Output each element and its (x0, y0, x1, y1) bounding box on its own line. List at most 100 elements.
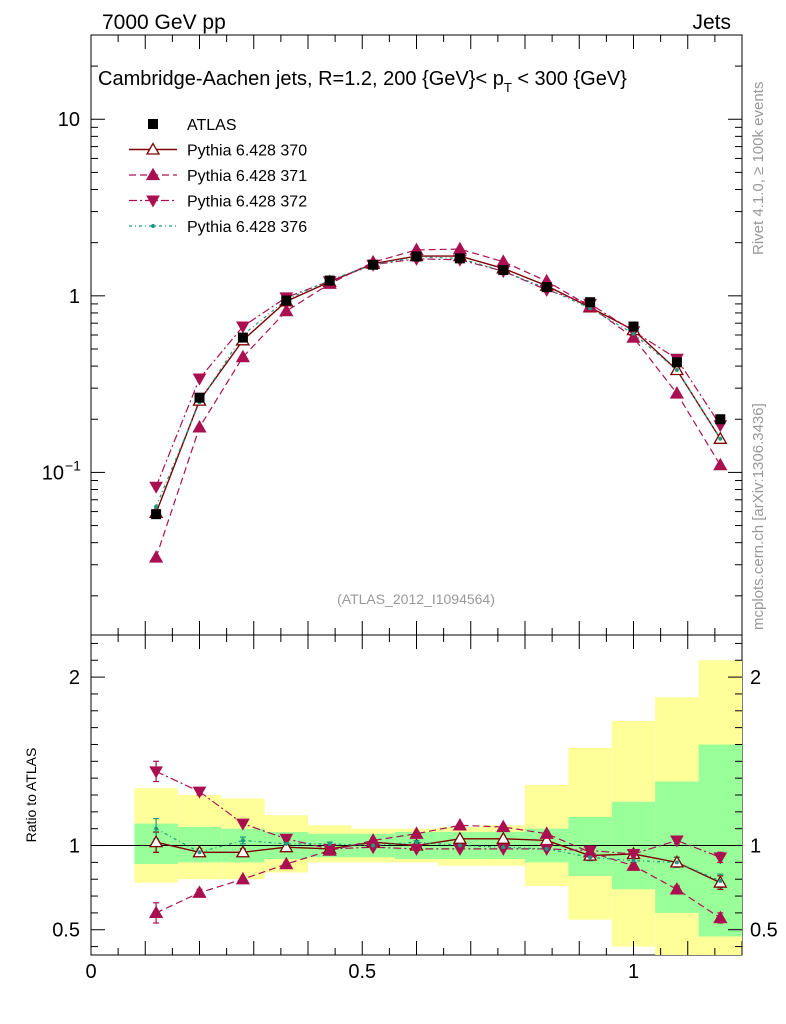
ratio-ylabel: Ratio to ATLAS (23, 748, 39, 843)
ratio-series-point-4 (240, 838, 245, 843)
header-right: Jets (692, 11, 731, 34)
analysis-watermark: (ATLAS_2012_I1094564) (337, 591, 495, 607)
ratio-series-point-3 (713, 852, 728, 865)
legend-label: Pythia 6.428 376 (187, 219, 307, 236)
main-data-point (151, 509, 162, 520)
ratio-series-point-3 (583, 845, 597, 858)
ratio-series-line-2 (155, 824, 721, 919)
header-left: 7000 GeV pp (102, 11, 226, 34)
ratio-series-point-3 (192, 786, 207, 799)
main-series-point-4 (674, 368, 679, 373)
legend-label: Pythia 6.428 372 (187, 194, 307, 211)
main-data-point (237, 332, 248, 343)
ratio-series-point-2 (409, 826, 424, 839)
ratio-series-point-4 (284, 841, 289, 846)
main-data-point (585, 297, 596, 308)
ratio-y-tick-label: 2 (69, 667, 80, 689)
ratio-series-point-3 (626, 848, 641, 861)
main-series-point-2 (148, 550, 164, 563)
main-series-point-4 (631, 331, 636, 336)
ratio-series-point-4 (674, 860, 679, 865)
ratio-series-point-2 (452, 818, 468, 831)
ratio-series-point-4 (631, 858, 636, 863)
band-green-bin (698, 744, 742, 937)
ratio-series-point-4 (327, 841, 332, 846)
ratio-series-point-3 (409, 843, 424, 856)
main-data-point (671, 357, 682, 368)
ratio-series-line-4 (155, 828, 721, 882)
x-tick-label: 1 (628, 961, 639, 983)
ratio-y-tick-label-right: 1 (750, 836, 761, 858)
ratio-series-point-2 (669, 882, 685, 895)
main-data-point (541, 282, 552, 293)
ratio-series-point-2 (235, 871, 251, 885)
ratio-series-point-2 (192, 885, 207, 898)
main-data-point (715, 414, 726, 425)
ratio-series-point-3 (149, 766, 163, 779)
main-data-point (281, 295, 292, 306)
main-series-point-4 (154, 504, 159, 509)
ratio-series-point-1 (235, 844, 251, 858)
ratio-series-point-4 (544, 846, 549, 851)
main-series-point-2 (669, 386, 685, 399)
ratio-series-point-2 (539, 826, 554, 839)
x-tick-label: 0 (85, 961, 96, 983)
main-series-point-2 (279, 303, 294, 317)
main-data-point (498, 265, 509, 276)
main-series-point-2 (452, 241, 468, 255)
legend-marker (145, 167, 161, 181)
plot-title-subscript: T (504, 80, 512, 95)
ratio-series-point-2 (713, 910, 728, 924)
main-y-tick-label: 1 (69, 286, 80, 308)
ratio-series-point-4 (718, 878, 723, 883)
ratio-series-point-2 (148, 905, 164, 919)
legend-marker (148, 119, 158, 129)
legend-marker (146, 195, 160, 208)
main-data-point (411, 251, 422, 262)
ratio-series-point-4 (501, 845, 506, 850)
ratio-series-point-3 (279, 833, 294, 846)
ratio-series-point-4 (154, 826, 159, 831)
ratio-series-point-2 (626, 858, 641, 871)
main-series-point-2 (235, 349, 251, 363)
main-data-point (454, 253, 465, 264)
main-series-line-3 (155, 258, 721, 487)
ratio-series-point-2 (279, 856, 294, 870)
main-series-line-4 (155, 256, 721, 507)
main-series-point-2 (713, 457, 728, 471)
ratio-panel: 0.5 0.5 1 1 2 2 Ratio to ATLAS (23, 634, 778, 956)
plot-title-tail: < 300 {GeV} (512, 68, 627, 90)
ratio-series-point-1 (279, 839, 294, 853)
legend-label: Pythia 6.428 370 (187, 143, 307, 160)
ratio-series-point-1 (496, 831, 511, 844)
legend: ATLAS Pythia 6.428 370 Pythia 6.428 371 Pyt… (129, 117, 307, 236)
ratio-series-point-4 (371, 843, 376, 848)
ratio-series-point-2 (496, 819, 511, 833)
ratio-series-point-4 (197, 850, 202, 855)
ratio-series-line-3 (155, 770, 721, 858)
main-data-point (628, 321, 639, 332)
legend-label: ATLAS (187, 117, 237, 134)
legend-label: Pythia 6.428 371 (187, 168, 307, 185)
main-data-point (368, 259, 379, 270)
main-series-point-3 (192, 373, 207, 386)
x-tick-label: 0.5 (348, 961, 376, 983)
main-series-point-3 (236, 321, 250, 334)
ratio-series-point-3 (496, 843, 511, 856)
main-data-point (324, 275, 335, 286)
side-label-bottom: mcplots.cern.ch [arXiv:1306.3436] (750, 403, 767, 630)
main-series-point-2 (192, 420, 207, 433)
ratio-series-point-4 (588, 855, 593, 860)
ratio-y-tick-label: 0.5 (52, 920, 80, 942)
ratio-series-point-3 (366, 842, 380, 855)
legend-marker (145, 142, 161, 155)
main-series-point-4 (718, 436, 723, 441)
ratio-series-point-3 (236, 818, 250, 831)
main-y-tick-label: 10 (58, 109, 80, 131)
ratio-series-line-1 (155, 838, 721, 884)
ratio-series-point-4 (414, 840, 419, 845)
plot-title: Cambridge-Aachen jets, R=1.2, 200 {GeV}<… (98, 68, 627, 95)
ratio-series-point-1 (148, 834, 164, 848)
